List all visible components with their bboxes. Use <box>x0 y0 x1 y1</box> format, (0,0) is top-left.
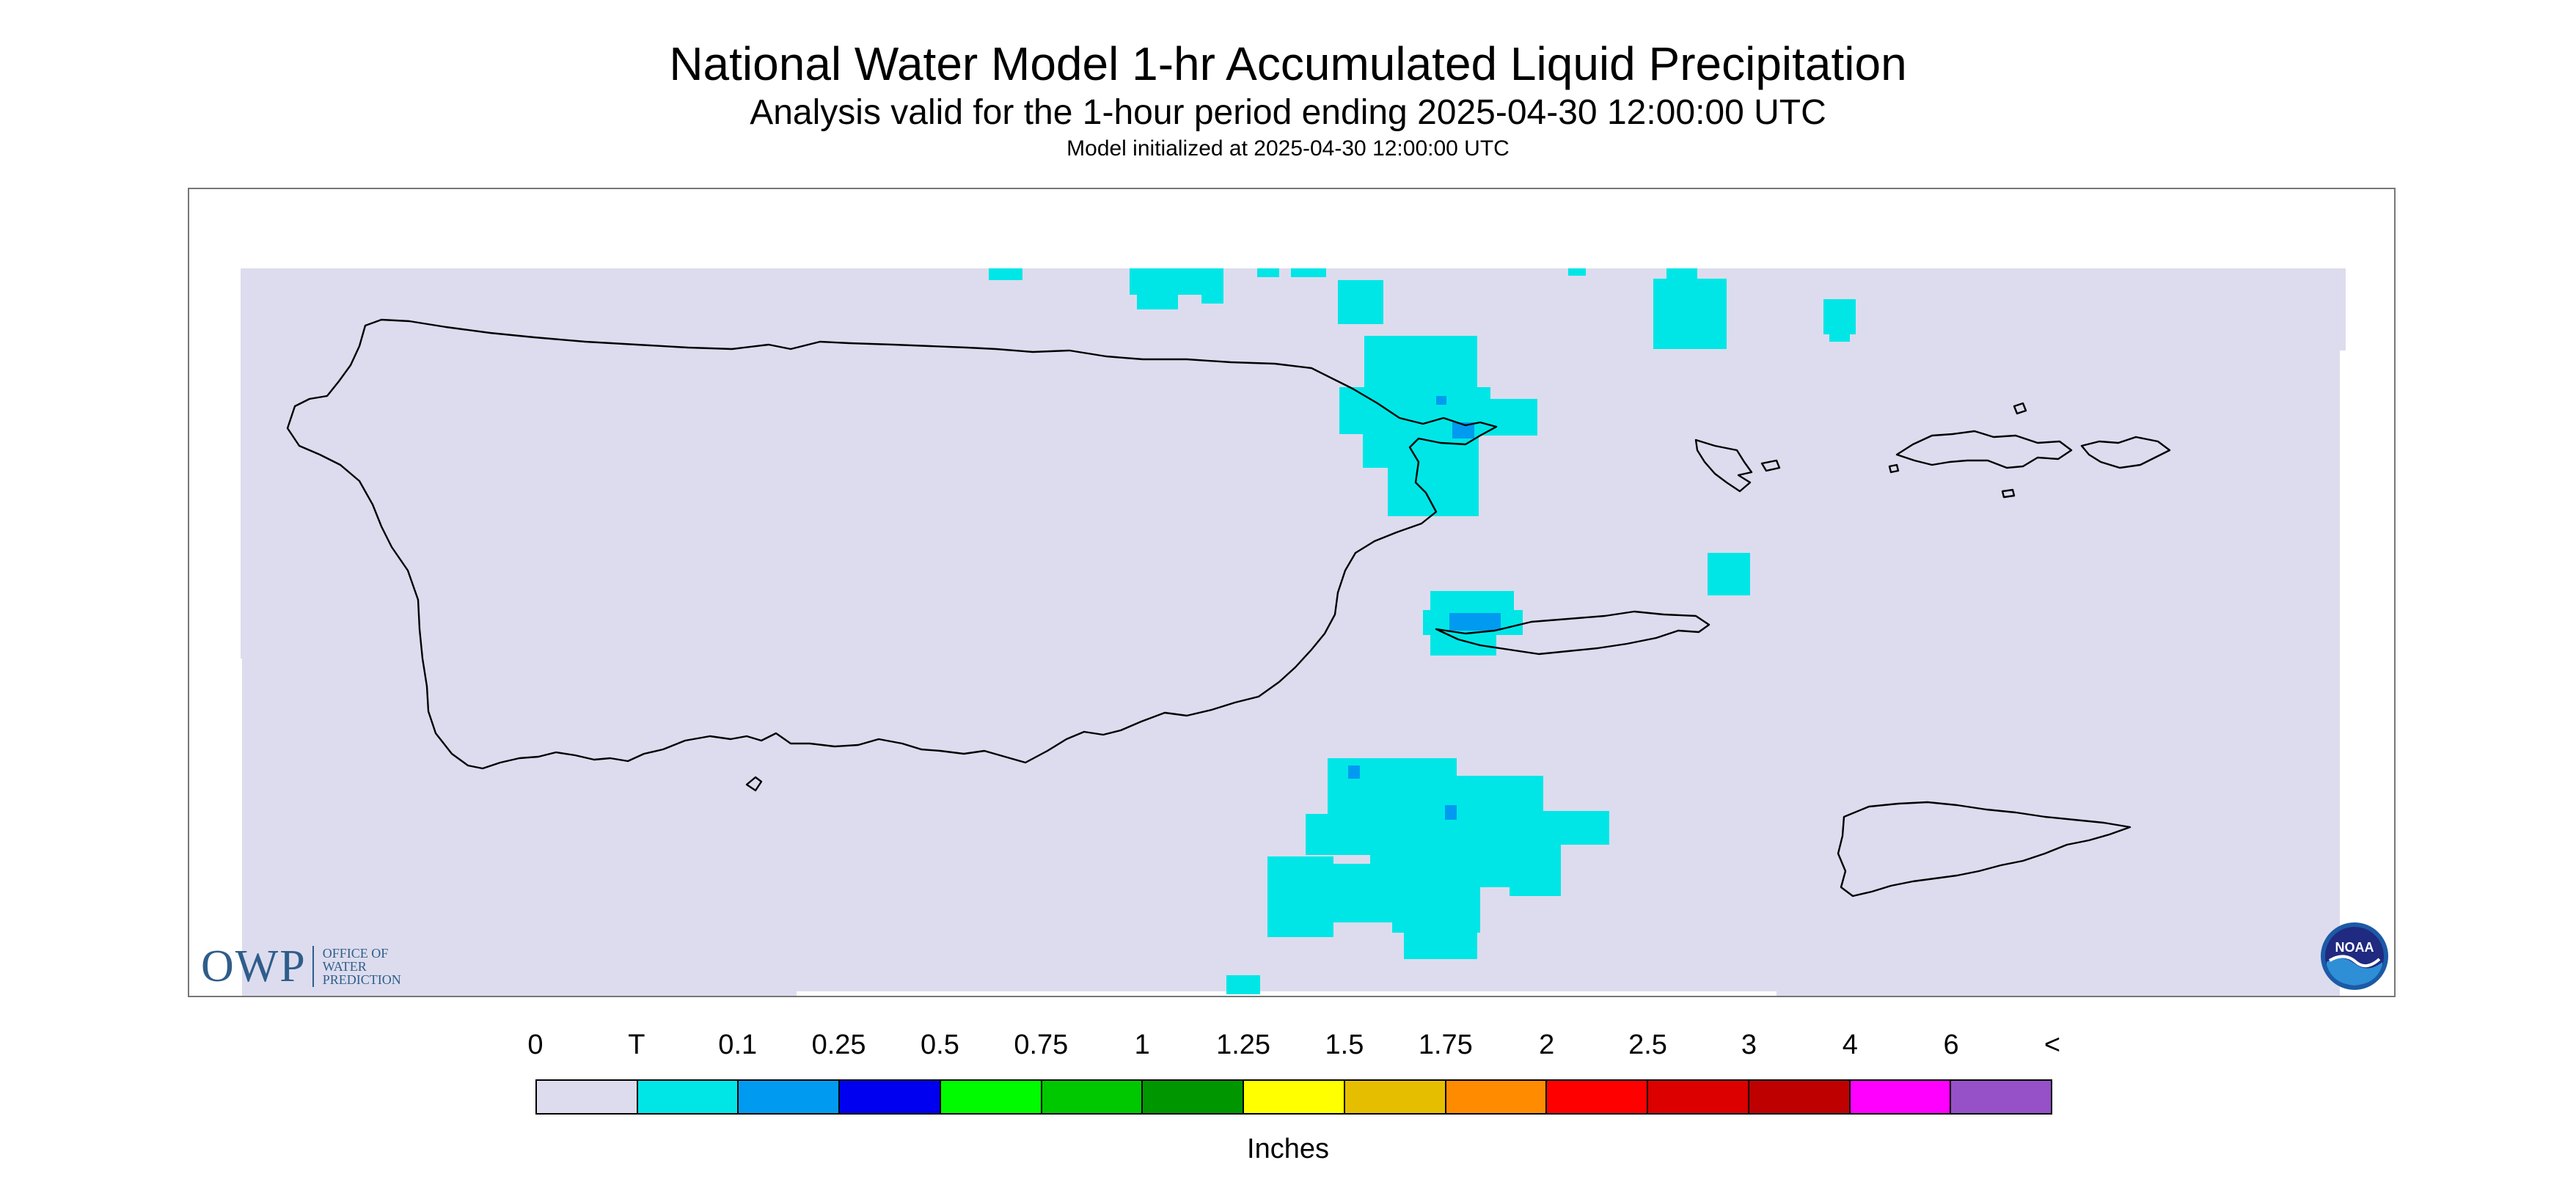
model-init-text: Model initialized at 2025-04-30 12:00:00… <box>1066 136 1510 161</box>
precip-cell <box>1445 805 1457 820</box>
culebra-islet <box>1760 459 1781 472</box>
map-title: National Water Model 1-hr Accumulated Li… <box>669 37 1907 90</box>
owp-logo-text: OFFICE OF WATER PREDICTION <box>323 947 401 986</box>
puerto-rico-coastline <box>286 318 1498 770</box>
legend-swatch <box>940 1081 1042 1113</box>
legend-label: 4 <box>1842 1029 1858 1060</box>
precip-light-cells <box>1348 396 1501 820</box>
precip-cell <box>1823 299 1856 334</box>
no-precip-field <box>241 268 2346 996</box>
legend-swatch <box>1244 1081 1345 1113</box>
precip-cell <box>1430 632 1496 656</box>
legend-label: 2 <box>1539 1029 1555 1060</box>
precip-trace-cells <box>989 268 1856 994</box>
owp-logo: OWP OFFICE OF WATER PREDICTION <box>201 941 401 991</box>
legend-labels: 0 T 0.1 0.25 0.5 0.75 1 1.25 1.5 1.75 2 2.5 3 4 6 < <box>0 1029 2576 1066</box>
virgin-islet <box>2001 488 2016 499</box>
legend-label: 1 <box>1134 1029 1150 1060</box>
legend-swatch <box>537 1081 638 1113</box>
culebra-coastline <box>1694 438 1753 493</box>
precip-cell <box>1226 975 1260 994</box>
legend-swatch <box>1547 1081 1649 1113</box>
legend-label: 0 <box>527 1029 544 1060</box>
legend-label: 0.5 <box>921 1029 959 1060</box>
map-subtitle: Analysis valid for the 1-hour period end… <box>750 93 1826 132</box>
legend-label: 0.25 <box>811 1029 866 1060</box>
legend-label: 6 <box>1943 1029 1959 1060</box>
precip-cell <box>1568 268 1586 276</box>
vieques-coastline <box>1435 610 1710 656</box>
legend-swatch <box>1648 1081 1749 1113</box>
map-panel: OWP OFFICE OF WATER PREDICTION NOAA <box>188 188 2396 997</box>
legend-units: Inches <box>1247 1134 1329 1164</box>
precip-cell <box>1467 399 1537 436</box>
noaa-logo-icon: NOAA <box>2321 922 2388 990</box>
precip-cell <box>1291 268 1326 277</box>
legend-swatch <box>1042 1081 1144 1113</box>
coastlines <box>286 318 2171 897</box>
st-croix-coastline <box>1837 801 2132 897</box>
legend-swatch <box>1446 1081 1548 1113</box>
precipitation-map <box>241 268 2346 996</box>
caja-de-muertos-island <box>745 776 763 792</box>
owp-logo-mark: OWP <box>201 941 307 991</box>
legend-label: T <box>628 1029 645 1060</box>
st-john-coastline <box>2080 436 2171 469</box>
precip-cell <box>1364 336 1477 390</box>
legend-swatch <box>739 1081 841 1113</box>
precip-cell <box>1452 422 1474 438</box>
precip-cell <box>1325 864 1417 922</box>
legend-label: 1.5 <box>1325 1029 1364 1060</box>
legend-swatch <box>1143 1081 1245 1113</box>
owp-logo-line: WATER <box>322 959 367 974</box>
owp-logo-line: OFFICE OF <box>322 946 389 961</box>
legend-colorbar <box>535 1079 2052 1115</box>
owp-logo-line: PREDICTION <box>322 972 401 987</box>
precip-cell <box>1449 613 1501 631</box>
legend-label: 3 <box>1741 1029 1757 1060</box>
legend-label: 0.75 <box>1014 1029 1069 1060</box>
precip-cell <box>1201 290 1223 304</box>
legend-label: 2.5 <box>1628 1029 1667 1060</box>
virgin-islet <box>1888 463 1900 474</box>
precip-cell <box>1708 553 1750 595</box>
st-thomas-coastline <box>1895 430 2073 469</box>
precip-cell <box>1137 292 1178 309</box>
legend-swatch <box>1344 1081 1446 1113</box>
precip-cell <box>989 268 1022 280</box>
precip-cell <box>1338 280 1383 324</box>
precip-cell <box>1404 878 1477 959</box>
legend-label: 0.1 <box>718 1029 758 1060</box>
precip-cell <box>1257 268 1279 277</box>
legend-swatch <box>1850 1081 1952 1113</box>
virgin-islet <box>2013 402 2027 415</box>
precip-cell <box>1306 814 1442 855</box>
legend-swatch <box>840 1081 941 1113</box>
noaa-logo-text: NOAA <box>2335 940 2374 955</box>
legend-swatch <box>1749 1081 1851 1113</box>
legend-swatch <box>637 1081 739 1113</box>
owp-logo-divider <box>312 946 314 987</box>
precip-cell <box>1666 268 1697 280</box>
legend-label: 1.75 <box>1418 1029 1473 1060</box>
precip-cell <box>1653 279 1727 349</box>
precip-cell <box>1267 856 1333 937</box>
legend-label: 1.25 <box>1216 1029 1271 1060</box>
precip-cell <box>1829 333 1850 342</box>
precip-cell <box>1348 766 1360 779</box>
legend-swatch <box>1951 1081 2052 1113</box>
precip-cell <box>1436 396 1446 405</box>
legend-label: < <box>2043 1029 2061 1060</box>
precip-cell <box>1388 465 1479 516</box>
